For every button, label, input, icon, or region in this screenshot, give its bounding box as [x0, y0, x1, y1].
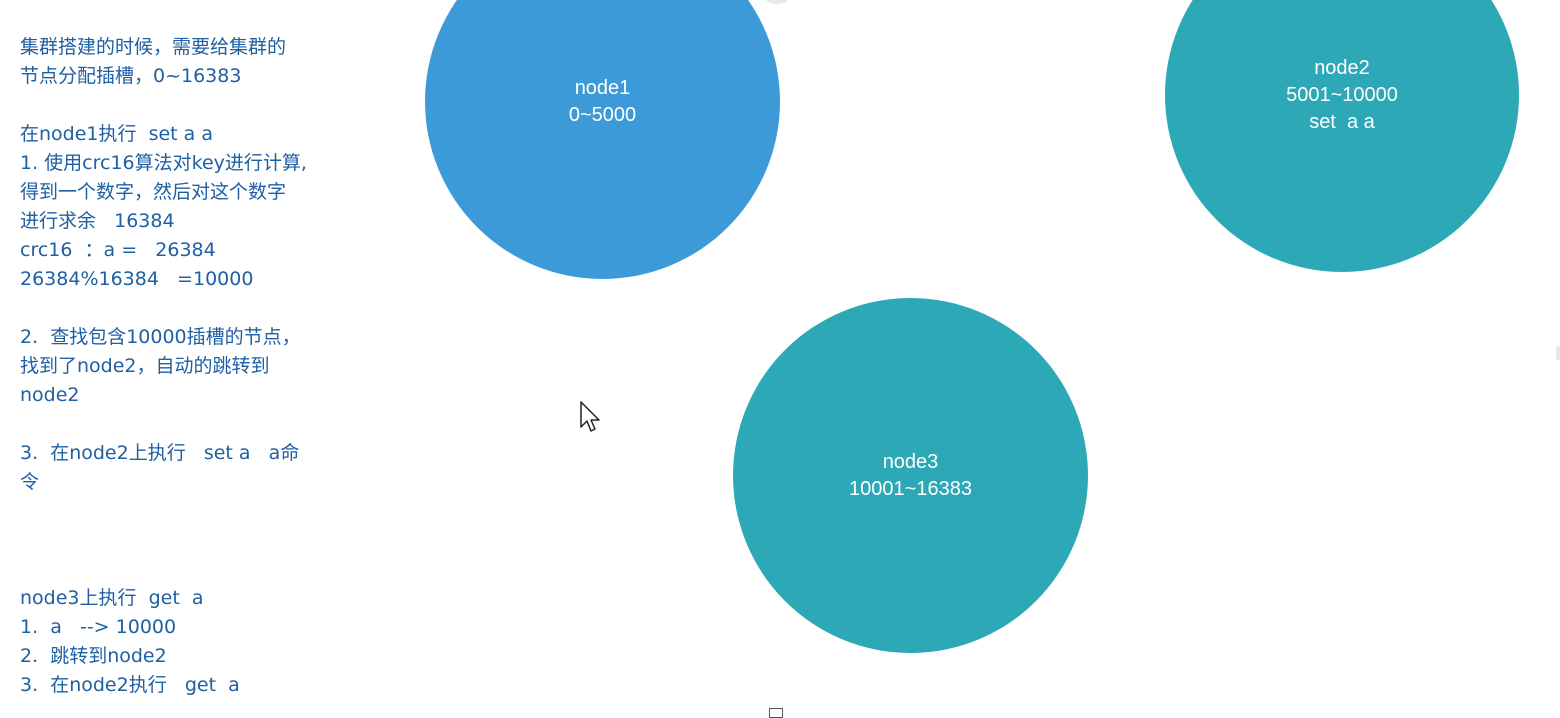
note-line: 进行求余 16384	[20, 210, 175, 232]
node3-slot-range: 10001~16383	[849, 477, 972, 500]
scroll-edge-mark	[1556, 346, 1560, 360]
node3-name: node3	[882, 450, 939, 473]
canvas-handle-mark	[766, 0, 788, 4]
mouse-pointer-icon	[580, 401, 600, 432]
note-line: 找到了node2，自动的跳转到	[20, 355, 270, 377]
node2-circle[interactable]: node2 5001~10000 set a a	[1165, 0, 1519, 272]
node2-command: set a a	[1309, 110, 1375, 133]
note-line: 在node1执行 set a a	[20, 123, 213, 145]
note-line: 2. 跳转到node2	[20, 645, 167, 667]
node1-circle[interactable]: node1 0~5000	[425, 0, 780, 279]
node2-name: node2	[1314, 56, 1370, 79]
note-line: node2	[20, 384, 80, 406]
note-line: 令	[20, 471, 40, 493]
note-line: 集群搭建的时候，需要给集群的	[20, 36, 287, 58]
spacer	[20, 294, 350, 323]
spacer	[20, 410, 350, 439]
note-line: crc16 ：a = 26384	[20, 239, 216, 261]
note-line: 节点分配插槽，0~16383	[20, 65, 242, 87]
resize-handle[interactable]	[769, 708, 783, 718]
note-line: 2. 查找包含10000插槽的节点，	[20, 326, 301, 348]
node1-name: node1	[574, 76, 631, 99]
node2-slot-range: 5001~10000	[1286, 83, 1398, 106]
node1-slot-range: 0~5000	[568, 103, 637, 126]
spacer	[20, 91, 350, 120]
note-line: 3. 在node2执行 get a	[20, 674, 240, 696]
note-line: 26384%16384 =10000	[20, 268, 254, 290]
note-line: node3上执行 get a	[20, 587, 204, 609]
note-line: 得到一个数字，然后对这个数字	[20, 181, 287, 203]
note-line: 3. 在node2上执行 set a a命	[20, 442, 300, 464]
node3-circle[interactable]: node3 10001~16383	[733, 298, 1088, 653]
note-line: 1. a --> 10000	[20, 616, 177, 638]
notes-panel: 集群搭建的时候，需要给集群的 节点分配插槽，0~16383 在node1执行 s…	[20, 33, 350, 700]
spacer	[20, 497, 350, 584]
note-line: 1. 使用crc16算法对key进行计算,	[20, 152, 307, 174]
